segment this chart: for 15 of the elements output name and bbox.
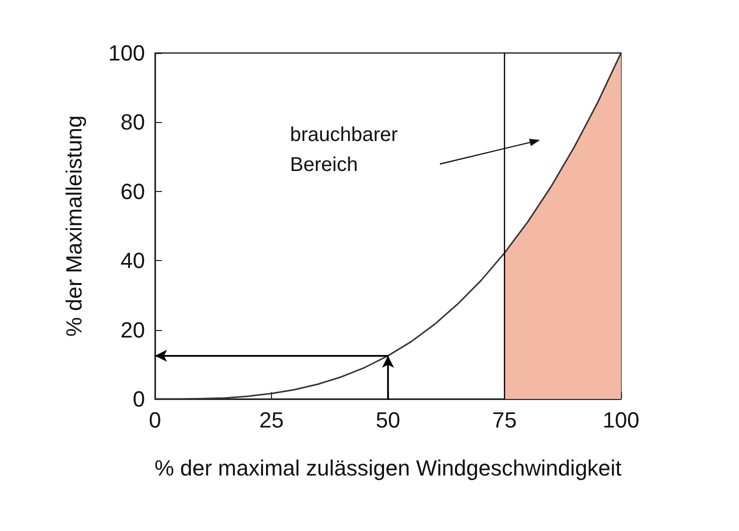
y-tick-label: 60 (120, 178, 145, 204)
y-tick-label: 100 (108, 40, 145, 66)
annotation: brauchbarer Bereich (290, 124, 398, 176)
line-series (154, 52, 622, 400)
y-tick-label: 0 (132, 386, 145, 412)
x-tick-label: 0 (148, 408, 162, 432)
x-tick-label: 25 (259, 408, 284, 432)
y-tick-label: 80 (120, 110, 145, 135)
x-axis-title: % der maximal zulässigen Windgeschwindigkeit (154, 456, 622, 480)
x-tick-label: 100 (602, 408, 640, 432)
y-tick-label: 40 (120, 248, 145, 274)
x-tick-label: 75 (492, 408, 517, 432)
y-axis-title: % der Maximalleistung (62, 115, 86, 337)
y-tick-label: 20 (120, 317, 145, 342)
x-tick-label: 50 (376, 408, 400, 432)
